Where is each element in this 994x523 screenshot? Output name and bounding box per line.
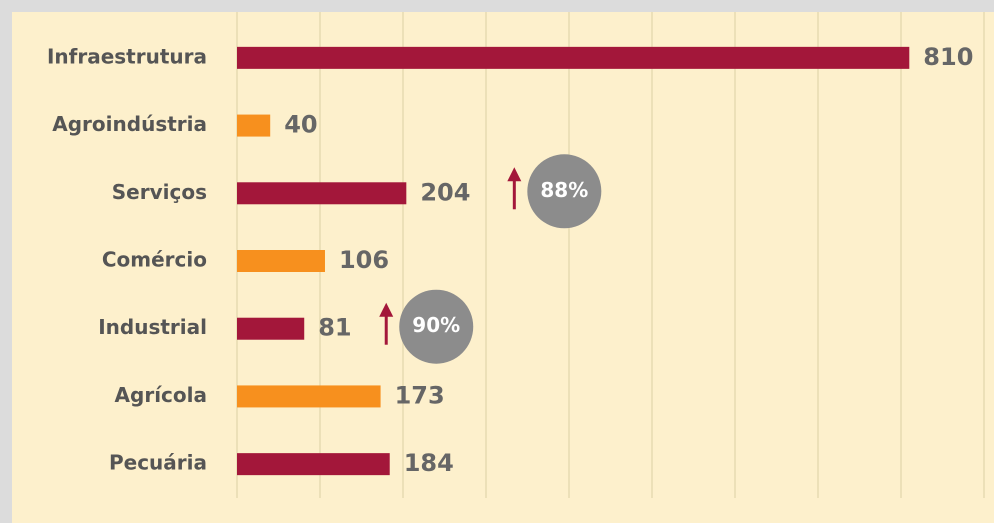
badge (399, 289, 474, 364)
bar (237, 46, 910, 69)
value-label: 184 (404, 449, 454, 477)
category-label: Comércio (102, 248, 207, 272)
bar (237, 385, 381, 408)
bar (237, 250, 325, 272)
category-label: Agrícola (115, 383, 207, 407)
value-label: 106 (339, 246, 389, 274)
value-label: 40 (284, 111, 317, 139)
value-label: 810 (923, 43, 973, 71)
badge (527, 154, 602, 229)
category-label: Agroindústria (52, 112, 207, 136)
category-label: Serviços (112, 180, 207, 204)
value-label: 81 (318, 314, 351, 342)
bar (237, 114, 271, 137)
arrow-head (507, 167, 522, 182)
bar (237, 182, 407, 205)
category-label: Industrial (98, 315, 207, 339)
bar (237, 453, 390, 476)
badge-text: 88% (540, 178, 588, 202)
category-label: Pecuária (109, 451, 207, 475)
bar (237, 317, 305, 340)
value-label: 204 (420, 178, 470, 206)
badge-text: 90% (412, 313, 460, 337)
arrow-head (379, 302, 394, 317)
plot-background (12, 12, 994, 523)
category-label: Infraestrutura (47, 44, 207, 68)
value-label: 173 (395, 381, 445, 409)
